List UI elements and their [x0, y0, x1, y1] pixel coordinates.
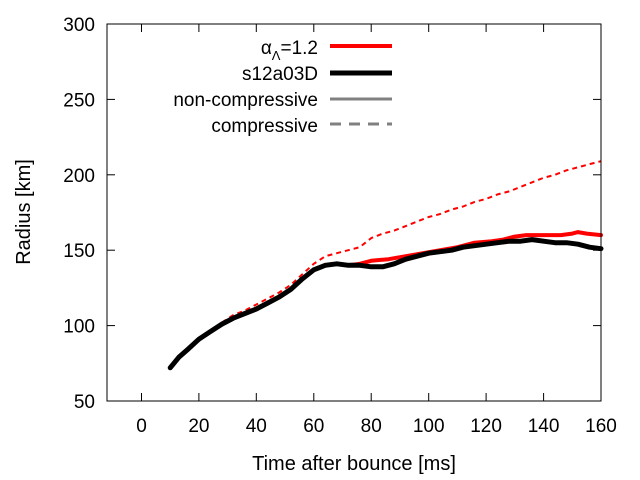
y-axis-label: Radius [km] — [13, 159, 35, 265]
x-tick-label-120: 120 — [470, 416, 502, 437]
x-tick-label-60: 60 — [303, 416, 324, 437]
y-tick-label-200: 200 — [63, 166, 95, 187]
x-tick-label-0: 0 — [136, 416, 147, 437]
y-tick-label-50: 50 — [74, 392, 95, 413]
x-tick-label-80: 80 — [361, 416, 382, 437]
y-tick-label-250: 250 — [63, 90, 95, 111]
series-line-2 — [221, 160, 602, 324]
x-axis-label: Time after bounce [ms] — [252, 453, 456, 475]
x-tick-label-160: 160 — [585, 416, 617, 437]
legend-label-non-compressive: non-compressive — [173, 90, 318, 111]
legend: αΛ=1.2 s12a03D non-compressive compressi… — [173, 38, 392, 137]
x-tick-label-140: 140 — [528, 416, 560, 437]
y-tick-label-300: 300 — [63, 15, 95, 36]
y-tick-label-100: 100 — [63, 317, 95, 338]
legend-label-compressive: compressive — [211, 116, 318, 137]
series-line-1 — [167, 237, 604, 371]
y-tick-label-150: 150 — [63, 241, 95, 262]
legend-label-alpha: αΛ=1.2 — [261, 38, 318, 63]
x-tick-label-20: 20 — [188, 416, 209, 437]
plot-frame — [106, 23, 602, 402]
x-tick-label-40: 40 — [246, 416, 267, 437]
legend-label-s12a03d: s12a03D — [242, 64, 318, 85]
series-line-0 — [168, 230, 603, 370]
x-tick-label-100: 100 — [413, 416, 445, 437]
